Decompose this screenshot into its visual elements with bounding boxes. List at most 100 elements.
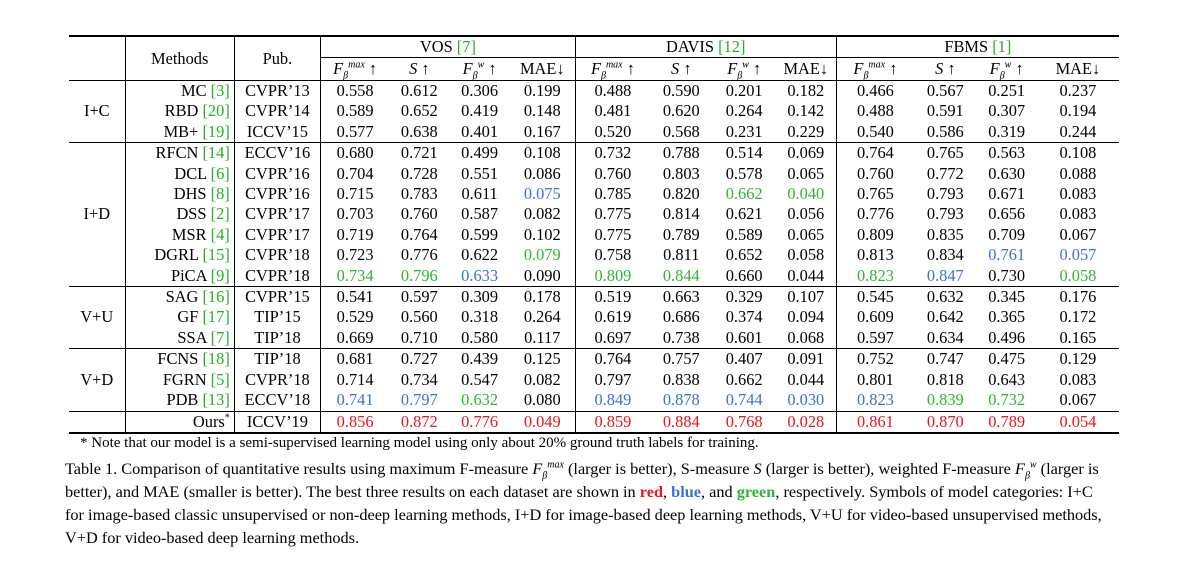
pub-cell: CVPR’16	[233, 163, 321, 185]
value-cell: 0.499	[449, 142, 510, 164]
value-cell: 0.558	[320, 80, 390, 102]
value-cell: 0.307	[988, 101, 1026, 121]
value-cell: 0.589	[320, 101, 390, 122]
value-cell: 0.849	[574, 390, 651, 411]
dataset-header-fbms: FBMS [1]	[835, 35, 1119, 58]
value-cell: 0.662	[725, 369, 763, 389]
value-cell: 0.643	[988, 369, 1026, 389]
value-cell: 0.803	[662, 163, 700, 183]
table-row: MSR [4] CVPR’17 0.719 0.764 0.599 0.102 0.775 0…	[69, 224, 1119, 246]
value-cell: 0.586	[926, 121, 964, 141]
value-cell: 0.065	[787, 163, 825, 183]
results-table: Methods Pub. VOS [7] DAVIS [12] FBMS [1]…	[69, 35, 1119, 434]
value-cell: 0.765	[914, 142, 977, 164]
value-cell: 0.797	[400, 390, 438, 410]
value-cell: 0.083	[1059, 369, 1097, 389]
value-cell: 0.719	[320, 224, 390, 246]
method-cell: DCL [6]	[124, 163, 235, 185]
value-cell: 0.847	[926, 265, 964, 285]
value-cell: 0.638	[400, 121, 438, 141]
value-cell: 0.067	[1059, 390, 1097, 410]
citation: [15]	[202, 245, 230, 265]
value-cell: 0.839	[926, 390, 964, 410]
value-cell: 0.088	[1059, 163, 1097, 183]
pub-cell: TIP’15	[233, 307, 321, 328]
value-cell: 0.861	[835, 410, 915, 434]
table-row: FGRN [5] CVPR’18 0.714 0.734 0.547 0.082 0.797…	[69, 369, 1119, 391]
value-cell: 0.761	[988, 245, 1026, 265]
caption-blue-word: blue	[671, 482, 702, 501]
value-cell: 0.065	[787, 224, 825, 244]
value-cell: 0.056	[787, 204, 825, 224]
value-cell: 0.309	[449, 286, 510, 308]
dataset-header-vos: VOS [7]	[320, 35, 576, 58]
citation: [3]	[210, 81, 230, 100]
citation: [8]	[210, 184, 230, 204]
value-cell: 0.732	[574, 142, 651, 164]
citation: [7]	[210, 327, 230, 347]
value-cell: 0.182	[775, 80, 837, 102]
value-cell: 0.734	[400, 369, 438, 389]
value-cell: 0.481	[574, 101, 651, 122]
value-cell: 0.514	[712, 142, 776, 164]
value-cell: 0.764	[400, 224, 438, 244]
pub-cell: CVPR’13	[233, 80, 321, 102]
citation: [17]	[202, 307, 230, 327]
value-cell: 0.632	[914, 286, 977, 308]
value-cell: 0.102	[523, 224, 561, 244]
value-cell: 0.068	[787, 327, 825, 347]
value-cell: 0.058	[1059, 265, 1097, 285]
value-cell: 0.660	[725, 265, 763, 285]
metric-header-fw: Fβw ↑	[727, 59, 762, 82]
value-cell: 0.730	[988, 265, 1026, 285]
value-cell: 0.669	[320, 327, 390, 349]
value-cell: 0.541	[320, 286, 390, 308]
value-cell: 0.107	[775, 286, 837, 308]
caption-green-word: green	[736, 482, 776, 501]
value-cell: 0.049	[509, 410, 576, 434]
value-cell: 0.466	[835, 80, 915, 102]
method-cell: SAG [16]	[124, 286, 235, 308]
value-cell: 0.229	[787, 121, 825, 141]
pub-cell: TIP’18	[233, 327, 321, 349]
value-cell: 0.801	[835, 369, 915, 391]
value-cell: 0.519	[574, 286, 651, 308]
value-cell: 0.178	[509, 286, 576, 308]
value-cell: 0.734	[320, 265, 390, 287]
value-cell: 0.563	[976, 142, 1037, 164]
pub-cell: CVPR’18	[233, 265, 321, 287]
value-cell: 0.697	[574, 327, 651, 349]
value-cell: 0.148	[523, 101, 561, 121]
value-cell: 0.760	[574, 163, 651, 185]
value-cell: 0.764	[574, 348, 651, 370]
table-row: I+C MC [3] CVPR’13 0.558 0.612 0.306 0.199 0.48…	[69, 79, 1119, 143]
value-cell: 0.590	[650, 80, 713, 102]
value-cell: 0.030	[787, 390, 825, 410]
value-cell: 0.475	[976, 348, 1037, 370]
method-cell: MSR [4]	[124, 224, 235, 246]
category-label: I+C	[69, 79, 126, 143]
value-cell: 0.345	[976, 286, 1037, 308]
value-cell: 0.741	[320, 390, 390, 411]
value-cell: 0.776	[400, 245, 438, 265]
value-cell: 0.856	[320, 410, 390, 434]
metric-header-mae: MAE↓	[1055, 59, 1101, 78]
citation: [19]	[202, 121, 230, 141]
value-cell: 0.306	[449, 80, 510, 102]
citation: [16]	[202, 287, 230, 307]
method-cell: FCNS [18]	[124, 348, 235, 370]
value-cell: 0.094	[787, 307, 825, 327]
category-label: V+D	[69, 348, 126, 411]
pub-cell: TIP’18	[233, 348, 321, 370]
value-cell: 0.599	[461, 224, 499, 244]
value-cell: 0.142	[787, 101, 825, 121]
metric-header-fw: Fβw ↑	[989, 59, 1024, 82]
citation: [6]	[210, 163, 230, 183]
table-row: RBD [20] CVPR’14 0.589 0.652 0.419 0.148 0.481…	[69, 101, 1119, 122]
citation: [18]	[202, 349, 230, 369]
table-row: PiCA [9] CVPR’18 0.734 0.796 0.633 0.090 0.809…	[69, 265, 1119, 287]
value-cell: 0.634	[926, 327, 964, 347]
method-cell: SSA [7]	[124, 327, 235, 349]
value-cell: 0.601	[725, 327, 763, 347]
value-cell: 0.251	[976, 80, 1037, 102]
